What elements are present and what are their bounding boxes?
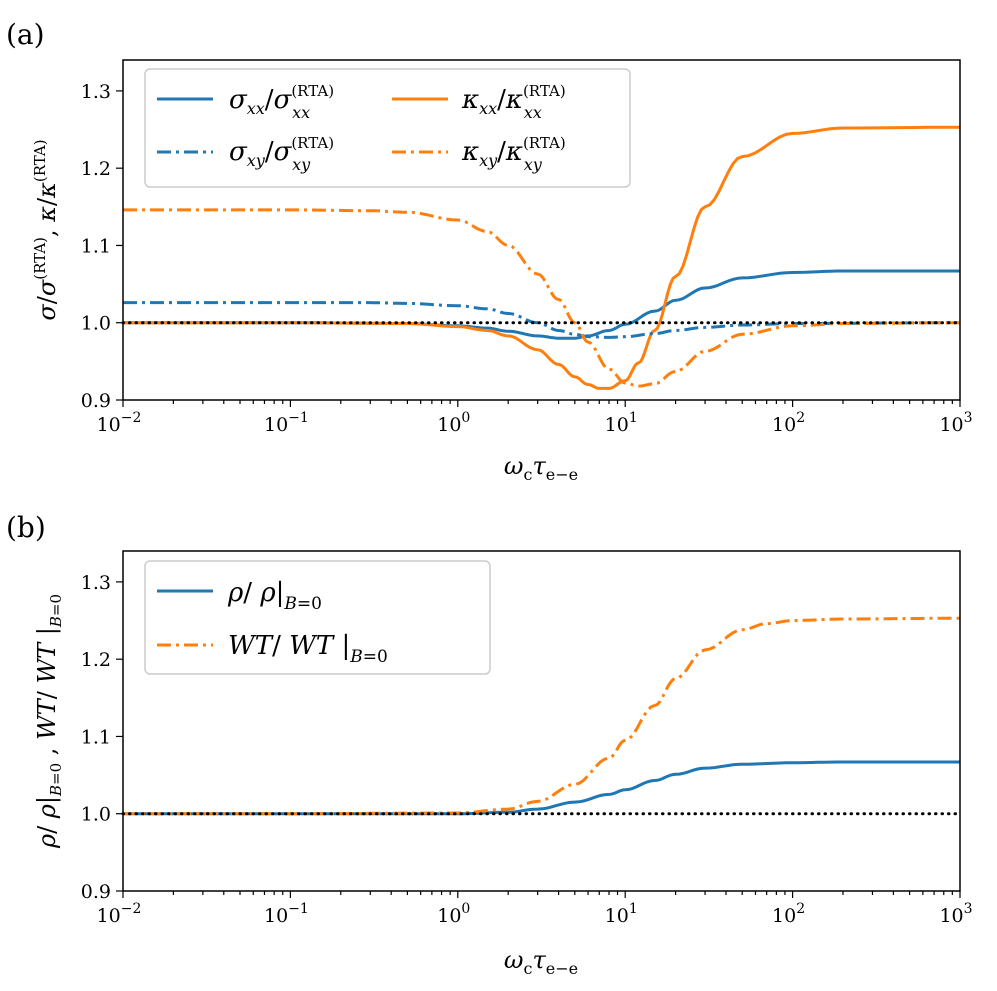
y-tick-label: 0.9 [81,881,111,903]
legend-sigma-xx-label: σxx/σ(RTA) xx [229,82,334,122]
panel-b-label: (b) [6,511,46,544]
x-tick-label: 10−1 [264,901,309,927]
panel-a-legend-box [144,68,631,188]
x-tick-label: 102 [772,410,805,436]
panel-a: (a) 10−2 10−1 100 101 102 1030.91.01.11.21.3 … [6,18,973,484]
panel-a-legend: σxx/σ(RTA) xx κxx/κ(RTA) xx σxy/σ(RTA) xy κ… [144,68,631,188]
panel-a-label: (a) [6,18,45,51]
series-line-wt-wt-b-0 [123,616,961,816]
panel-a-ticks: 10−2 10−1 100 101 102 103 0.9 1.0 1.1 1.2 1.3 [81,81,973,436]
y-tick-label: 1.3 [81,572,111,594]
panel-a-axes-frame [122,59,961,401]
panel-b-ticks: 10−2 10−1 100 101 102 103 0.9 1.0 1.1 1.2 1.3 [81,572,973,927]
y-tick-label: 1.2 [81,158,111,180]
panel-b-legend: ρ/ ρ|B=0 WT/ WT |B=0 [144,560,491,675]
x-tick-label: 10−2 [97,901,142,927]
x-tick-label: 102 [772,901,805,927]
panel-b-xlabel: ωcτe−e [504,946,578,978]
y-tick-label: 1.1 [81,726,111,748]
x-tick-label: 101 [605,901,638,927]
x-tick-label: 10−1 [264,410,309,436]
x-tick-label: 103 [939,901,972,927]
x-tick-label: 103 [939,410,972,436]
y-tick-label: 1.0 [81,313,111,335]
y-tick-label: 0.9 [81,390,111,412]
x-tick-label: 10−2 [97,410,142,436]
panel-b-ylabel: ρ/ ρ|B=0 , WT/ WT |B=0 [33,594,65,849]
panel-b-axes-frame [122,550,961,892]
series-line--b-0 [123,760,960,816]
y-tick-label: 1.1 [81,235,111,257]
x-tick-label: 100 [437,410,470,436]
y-tick-label: 1.2 [81,649,111,671]
y-tick-label: 1.3 [81,81,111,103]
panel-b: (b) 10−2 10−1 100 101 102 1030.91.01.11.21.3 … [6,511,973,978]
series-line--xy-xy-rta- [123,208,961,388]
x-tick-label: 100 [437,901,470,927]
panel-a-xlabel: ωcτe−e [504,452,578,484]
series-line--xy-xy-rta- [123,301,961,339]
series-line--xx-xx-rta- [123,125,961,390]
x-tick-label: 101 [605,410,638,436]
legend-kappa-xx-label: κxx/κ(RTA) xx [461,82,566,122]
panel-a-ylabel: σ/σ(RTA), κ/κ(RTA) [31,139,61,320]
panel-b-plot-area [121,616,962,816]
series-line--xx-xx-rta- [123,269,960,340]
legend-kappa-xy-label: κxy/κ(RTA) xy [461,134,566,174]
legend-sigma-xy-label: σxy/σ(RTA) xy [229,134,334,174]
panel-a-plot-area [121,125,962,390]
panel-b-legend-box [144,560,491,675]
y-tick-label: 1.0 [81,804,111,826]
